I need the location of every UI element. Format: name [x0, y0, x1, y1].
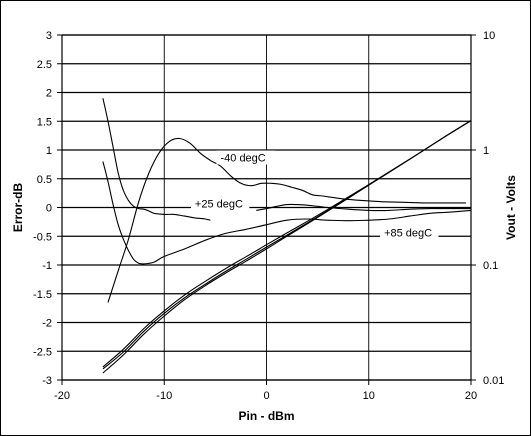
annotation-background — [190, 196, 250, 211]
y-left-tick-label: -0.5 — [33, 231, 52, 243]
x-tick-label: 0 — [263, 390, 269, 402]
vout-curve — [102, 120, 472, 374]
y-left-tick-label: 2.5 — [37, 59, 52, 71]
annotation-label: +85 degC — [384, 227, 432, 239]
grid — [61, 34, 472, 381]
y-left-tick-label: -1.5 — [33, 289, 52, 301]
annotation-background — [380, 225, 439, 240]
y-axis-right-title: Vout - Volts — [504, 175, 518, 240]
annotation-background — [216, 150, 275, 165]
error-curve — [102, 161, 472, 265]
y-left-tick-label: 1 — [46, 145, 52, 157]
y-right-tick-label: 0.01 — [483, 375, 504, 387]
annotation-label: +25 degC — [195, 199, 243, 211]
error-curve — [107, 137, 466, 303]
y-left-tick-label: 1.5 — [37, 116, 52, 128]
x-tick-label: 10 — [363, 390, 375, 402]
error-curve — [256, 203, 471, 212]
y-left-tick-label: -2 — [42, 318, 52, 330]
curves — [102, 98, 472, 374]
y-left-tick-label: -3 — [42, 375, 52, 387]
y-right-tick-label: 1 — [483, 145, 489, 157]
x-tick-label: -20 — [54, 390, 70, 402]
y-left-tick-label: 0 — [46, 203, 52, 215]
y-left-tick-label: 0.5 — [37, 174, 52, 186]
y-right-tick-label: 10 — [483, 30, 495, 42]
x-tick-label: -10 — [156, 390, 172, 402]
y-left-tick-label: -2.5 — [33, 346, 52, 358]
error-curve — [102, 98, 211, 221]
ticks: -20 -10 0 10 20 3 2.5 2 1.5 1 0.5 0 -0.5 -1 -1.5 -2 -2.5… — [33, 30, 504, 402]
y-axis-left-title: Error-dB — [11, 183, 25, 233]
y-left-tick-label: 2 — [46, 88, 52, 100]
y-left-tick-label: -1 — [42, 260, 52, 272]
x-tick-label: 20 — [465, 390, 477, 402]
x-axis-title: Pin - dBm — [239, 409, 295, 423]
annotations: -40 degC +25 degC +85 degC — [190, 150, 439, 240]
y-right-tick-label: 0.1 — [483, 260, 498, 272]
annotation-label: -40 degC — [220, 153, 265, 165]
vout-curve — [102, 120, 472, 370]
vout-curve — [102, 120, 472, 368]
y-left-tick-label: 3 — [46, 30, 52, 42]
